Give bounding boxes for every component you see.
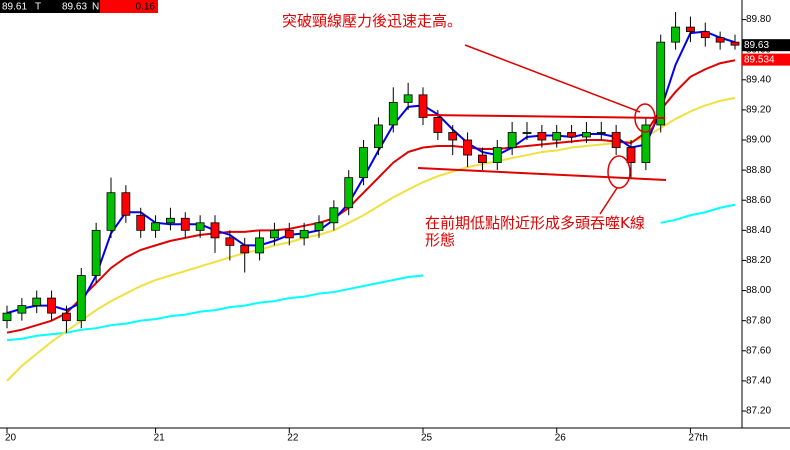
candle-body [641,124,651,163]
y-tick-label: 88.80 [746,165,771,176]
candle-body [270,229,279,239]
candle-body [225,237,235,246]
y-tick-label: 87.80 [746,315,771,326]
candle-body [359,147,368,179]
candle-body [106,192,116,231]
x-tick-label: 22 [287,433,299,444]
price-tag-label: 89.534 [744,54,775,65]
pointer-line [464,44,641,113]
candle-body [537,132,547,141]
header-change-box [100,0,158,13]
candle-body [388,101,398,126]
candle-body [136,214,146,231]
candle-body [284,229,294,239]
candle-body [552,132,562,141]
annotation: 在前期低點附近形成多頭吞噬K線形態 [425,214,645,249]
y-tick-label: 89.40 [746,74,771,85]
y-tick-label: 88.40 [746,225,771,236]
candle-body [2,312,12,322]
header-flag: N [92,2,99,13]
annotation: 突破頸線壓力後迅速走高。 [282,12,463,30]
candle-body [567,132,576,138]
candle-body [344,177,354,209]
price-tag-label: 89.63 [744,40,769,51]
candle-body [76,275,86,322]
y-tick-label: 87.60 [746,345,771,356]
candle-body [195,222,205,231]
candle-body [180,217,190,231]
candle-body [671,26,680,43]
candle-body [314,222,324,231]
header-value: 89.63 [62,2,87,13]
candle-body [91,229,101,276]
support-line [417,167,667,181]
x-tick-label: 27th [688,433,707,444]
y-tick-label: 89.00 [746,135,771,146]
candle-body [374,124,383,148]
candle-body [433,117,443,133]
candle-body [582,132,591,138]
header-flag: T [35,2,41,13]
candle-body [62,312,71,322]
candle-body [151,222,160,231]
candle-body [329,207,339,224]
candle-body [210,222,220,239]
candle-body [715,37,725,43]
candle-body [611,132,621,148]
candle-body [656,41,666,126]
candle-body [166,217,175,224]
candle-body [522,132,532,134]
candle-body [686,26,695,33]
x-tick-label: 26 [555,433,567,444]
candle-body [478,154,487,163]
candle-body [463,139,472,156]
candle-body [17,305,27,314]
candle-body [121,192,131,216]
candle-body [32,297,42,307]
x-tick-label: 21 [154,433,166,444]
x-tick-label: 25 [421,433,433,444]
header-value: 89.61 [2,2,27,13]
x-tick-label: 20 [5,433,17,444]
candle-body [240,244,250,254]
y-tick-label: 88.20 [746,255,771,266]
y-tick-label: 87.20 [746,406,771,417]
price-tag [742,39,790,52]
candle-body [596,132,606,134]
breakout-circle [634,103,656,133]
pointer-line [599,187,618,215]
y-tick-label: 89.20 [746,105,771,116]
y-tick-label: 87.40 [746,376,771,387]
candle-body [700,31,710,39]
y-tick-label: 89.80 [746,14,771,25]
candle-body [507,132,517,148]
header-change: 0.16 [136,2,156,13]
pattern-circle [607,155,631,189]
candle-body [448,132,458,141]
moving-average-line [6,203,736,342]
header-box [0,0,100,13]
candle-body [626,147,636,163]
candle-body [492,147,502,163]
candle-body [299,229,309,239]
candle-body [730,41,740,46]
candle-body [418,94,428,118]
candle-body [403,94,413,103]
candle-body [47,297,56,314]
y-tick-label: 88.00 [746,285,771,296]
price-tag [742,53,790,66]
candle-body [255,237,264,254]
y-tick-label: 88.60 [746,195,771,206]
neckline [424,114,666,119]
